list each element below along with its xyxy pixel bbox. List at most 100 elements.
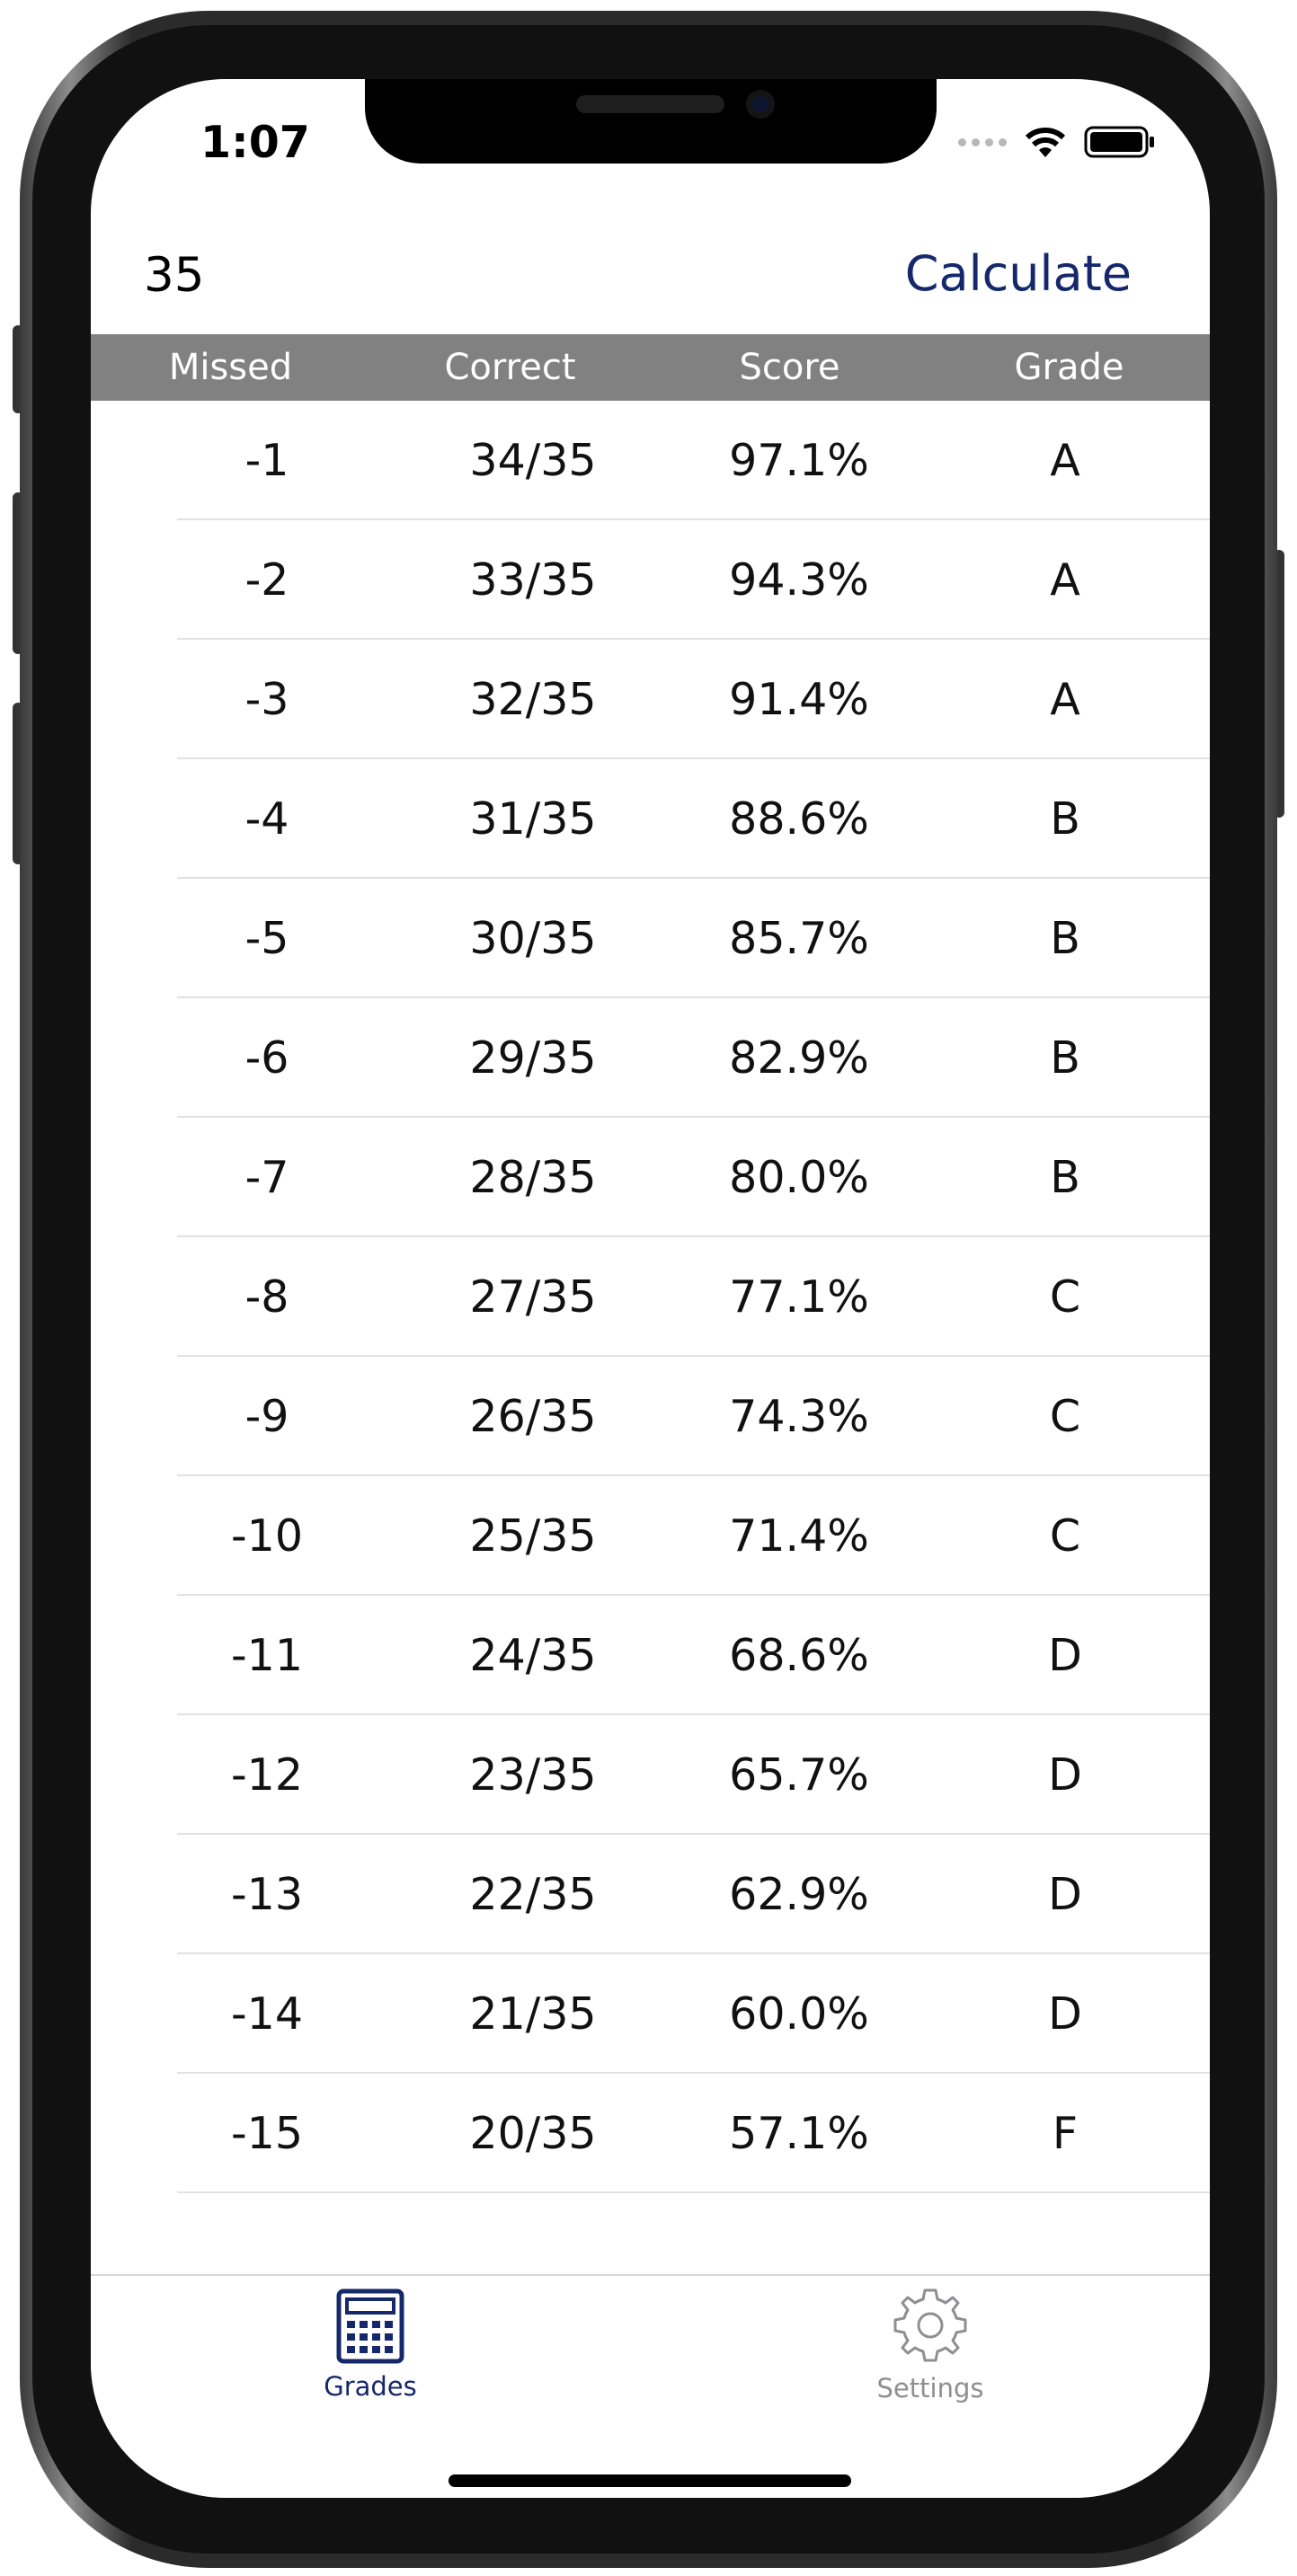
grade-cell: A: [1050, 435, 1080, 486]
correct-cell: 21/35: [469, 1988, 597, 2040]
correct-cell: 26/35: [469, 1391, 597, 1442]
grade-cell: D: [1048, 1749, 1082, 1801]
app-screen: 1:07 35 Calculate Missed Correct Score G…: [91, 79, 1210, 2498]
table-row[interactable]: -12 23/35 65.7% D: [134, 1715, 1210, 1835]
missed-cell: -1: [244, 435, 289, 486]
missed-cell: -13: [230, 1869, 304, 1920]
correct-cell: 22/35: [469, 1869, 597, 1920]
correct-cell: 29/35: [469, 1032, 597, 1084]
correct-cell: 24/35: [469, 1630, 597, 1681]
grade-cell: B: [1050, 1152, 1080, 1203]
question-count: 35: [144, 248, 205, 303]
cellular-signal-icon: [958, 137, 1007, 146]
column-header-missed: Missed: [168, 347, 293, 388]
correct-cell: 31/35: [469, 793, 597, 845]
missed-cell: -9: [244, 1391, 289, 1442]
missed-cell: -3: [244, 674, 289, 725]
score-cell: 80.0%: [729, 1152, 869, 1203]
missed-cell: -6: [244, 1032, 289, 1084]
correct-cell: 25/35: [469, 1510, 597, 1562]
wifi-icon: [1025, 128, 1066, 157]
table-header: Missed Correct Score Grade: [91, 334, 1210, 401]
home-indicator[interactable]: [449, 2474, 851, 2487]
score-cell: 88.6%: [729, 793, 869, 845]
grade-cell: C: [1049, 1391, 1081, 1442]
status-icons: [958, 115, 1156, 169]
grade-cell: C: [1049, 1271, 1081, 1323]
table-row[interactable]: -6 29/35 82.9% B: [134, 998, 1210, 1118]
grade-cell: B: [1050, 913, 1080, 964]
table-row[interactable]: -1 34/35 97.1% A: [134, 401, 1210, 520]
score-cell: 60.0%: [729, 1988, 869, 2040]
earpiece-speaker: [576, 95, 724, 113]
score-cell: 82.9%: [729, 1032, 869, 1084]
table-row[interactable]: -13 22/35 62.9% D: [134, 1835, 1210, 1954]
tab-grades[interactable]: Grades: [235, 2276, 505, 2420]
tab-settings-label: Settings: [876, 2373, 984, 2403]
score-cell: 57.1%: [729, 2108, 869, 2159]
table-row[interactable]: -3 32/35 91.4% A: [134, 640, 1210, 759]
missed-cell: -15: [230, 2108, 304, 2159]
correct-cell: 28/35: [469, 1152, 597, 1203]
missed-cell: -11: [230, 1630, 304, 1681]
grade-cell: A: [1050, 554, 1080, 606]
table-row[interactable]: -10 25/35 71.4% C: [134, 1476, 1210, 1596]
table-row[interactable]: -8 27/35 77.1% C: [134, 1237, 1210, 1357]
grade-cell: C: [1049, 1510, 1081, 1562]
missed-cell: -7: [244, 1152, 289, 1203]
column-header-grade: Grade: [1014, 347, 1124, 388]
missed-cell: -2: [244, 554, 289, 606]
score-cell: 65.7%: [729, 1749, 869, 1801]
missed-cell: -4: [244, 793, 289, 845]
table-row[interactable]: -2 33/35 94.3% A: [134, 520, 1210, 640]
grade-cell: B: [1050, 1032, 1080, 1084]
missed-cell: -10: [230, 1510, 304, 1562]
score-cell: 62.9%: [729, 1869, 869, 1920]
correct-cell: 20/35: [469, 2108, 597, 2159]
correct-cell: 30/35: [469, 913, 597, 964]
correct-cell: 33/35: [469, 554, 597, 606]
grade-cell: D: [1048, 1869, 1082, 1920]
column-header-score: Score: [739, 347, 840, 388]
table-row[interactable]: -15 20/35 57.1% F: [134, 2074, 1210, 2193]
grade-cell: B: [1050, 793, 1080, 845]
score-cell: 71.4%: [729, 1510, 869, 1562]
correct-cell: 27/35: [469, 1271, 597, 1323]
front-camera: [746, 90, 775, 119]
missed-cell: -8: [244, 1271, 289, 1323]
score-cell: 77.1%: [729, 1271, 869, 1323]
correct-cell: 32/35: [469, 674, 597, 725]
score-cell: 91.4%: [729, 674, 869, 725]
score-cell: 68.6%: [729, 1630, 869, 1681]
calculate-button[interactable]: Calculate: [904, 245, 1132, 302]
grade-cell: D: [1048, 1630, 1082, 1681]
tab-grades-label: Grades: [324, 2371, 417, 2402]
table-row[interactable]: -11 24/35 68.6% D: [134, 1596, 1210, 1715]
calculator-icon: [336, 2288, 404, 2364]
score-cell: 74.3%: [729, 1391, 869, 1442]
grade-cell: F: [1052, 2108, 1079, 2159]
tab-bar: Grades Settings: [91, 2274, 1210, 2498]
table-row[interactable]: -4 31/35 88.6% B: [134, 759, 1210, 879]
table-row[interactable]: -9 26/35 74.3% C: [134, 1357, 1210, 1476]
table-row[interactable]: -7 28/35 80.0% B: [134, 1118, 1210, 1237]
grade-cell: A: [1050, 674, 1080, 725]
missed-cell: -12: [230, 1749, 304, 1801]
score-cell: 94.3%: [729, 554, 869, 606]
correct-cell: 34/35: [469, 435, 597, 486]
status-time: 1:07: [200, 117, 310, 168]
table-row[interactable]: -5 30/35 85.7% B: [134, 879, 1210, 998]
missed-cell: -5: [244, 913, 289, 964]
table-row[interactable]: -14 21/35 60.0% D: [134, 1954, 1210, 2074]
score-cell: 97.1%: [729, 435, 869, 486]
grade-table: -1 34/35 97.1% A -2 33/35 94.3% A -3 32/35 91.4%…: [134, 401, 1210, 2193]
gear-icon: [893, 2288, 967, 2362]
score-cell: 85.7%: [729, 913, 869, 964]
tab-settings[interactable]: Settings: [795, 2276, 1065, 2420]
missed-cell: -14: [230, 1988, 304, 2040]
correct-cell: 23/35: [469, 1749, 597, 1801]
grade-cell: D: [1048, 1988, 1082, 2040]
notch: [365, 79, 937, 164]
column-header-correct: Correct: [444, 347, 576, 388]
battery-icon: [1084, 126, 1154, 158]
